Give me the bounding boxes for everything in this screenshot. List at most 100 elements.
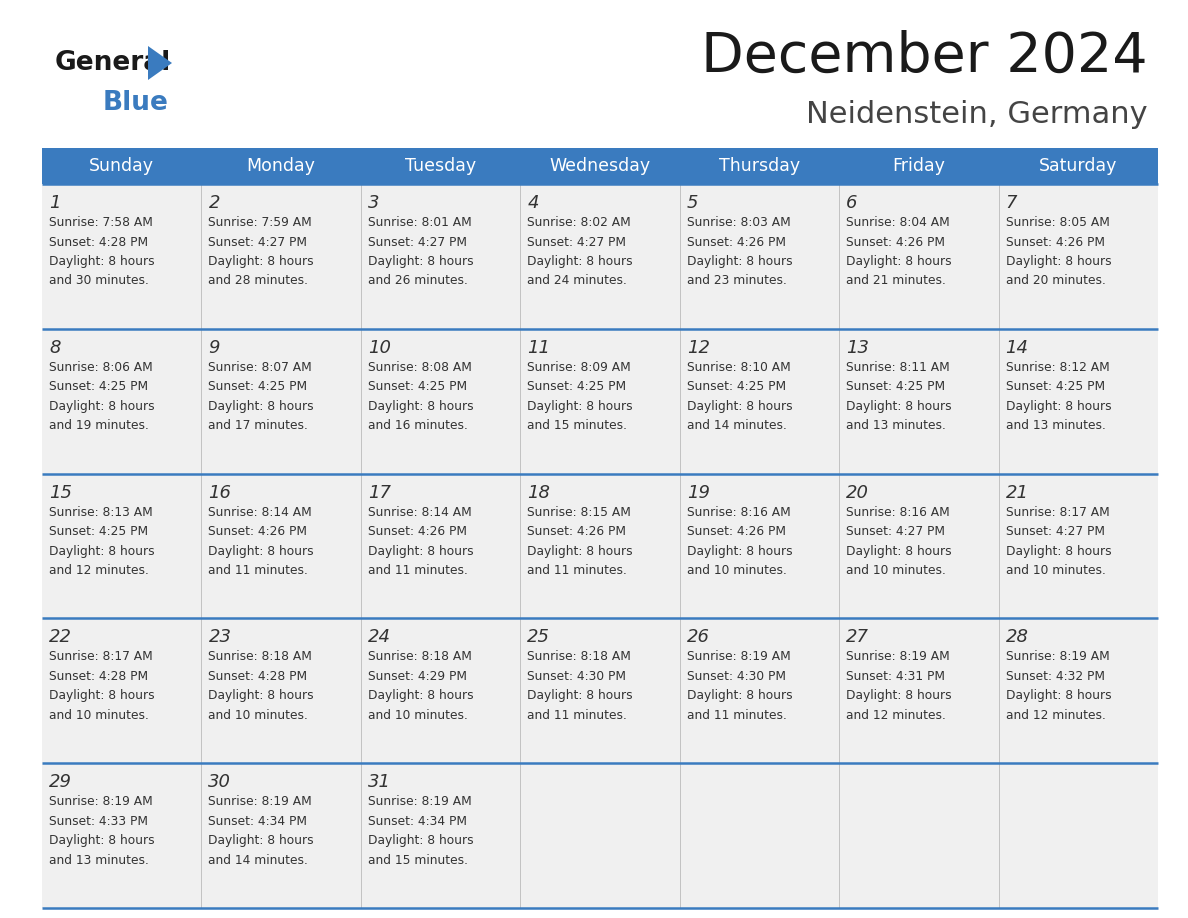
Text: Monday: Monday [247,157,316,175]
Text: Daylight: 8 hours: Daylight: 8 hours [368,834,474,847]
Text: Sunrise: 8:11 AM: Sunrise: 8:11 AM [846,361,950,374]
Text: and 21 minutes.: and 21 minutes. [846,274,946,287]
Text: 22: 22 [49,629,72,646]
Text: Daylight: 8 hours: Daylight: 8 hours [846,689,952,702]
Text: Thursday: Thursday [719,157,800,175]
Text: Sunset: 4:25 PM: Sunset: 4:25 PM [1005,380,1105,393]
Text: and 15 minutes.: and 15 minutes. [527,420,627,432]
Text: Sunset: 4:25 PM: Sunset: 4:25 PM [49,380,148,393]
Text: Sunset: 4:26 PM: Sunset: 4:26 PM [1005,236,1105,249]
Text: 3: 3 [368,194,379,212]
Text: Sunrise: 8:17 AM: Sunrise: 8:17 AM [49,650,153,664]
Text: Sunset: 4:29 PM: Sunset: 4:29 PM [368,670,467,683]
Text: Sunset: 4:26 PM: Sunset: 4:26 PM [208,525,308,538]
Bar [42,148,1158,184]
Text: and 26 minutes.: and 26 minutes. [368,274,468,287]
Text: Daylight: 8 hours: Daylight: 8 hours [1005,255,1111,268]
Text: Sunset: 4:31 PM: Sunset: 4:31 PM [846,670,946,683]
Text: and 13 minutes.: and 13 minutes. [49,854,148,867]
Text: 28: 28 [1005,629,1029,646]
Text: Sunset: 4:27 PM: Sunset: 4:27 PM [368,236,467,249]
Text: and 23 minutes.: and 23 minutes. [687,274,786,287]
Text: Sunrise: 8:19 AM: Sunrise: 8:19 AM [687,650,790,664]
Text: Daylight: 8 hours: Daylight: 8 hours [846,544,952,557]
Text: 5: 5 [687,194,699,212]
Text: 10: 10 [368,339,391,357]
Text: 1: 1 [49,194,61,212]
Text: Sunrise: 8:15 AM: Sunrise: 8:15 AM [527,506,631,519]
Text: Sunrise: 8:18 AM: Sunrise: 8:18 AM [208,650,312,664]
Text: Daylight: 8 hours: Daylight: 8 hours [49,400,154,413]
Text: Sunrise: 8:16 AM: Sunrise: 8:16 AM [687,506,790,519]
Text: Sunrise: 8:09 AM: Sunrise: 8:09 AM [527,361,631,374]
Text: Daylight: 8 hours: Daylight: 8 hours [208,544,314,557]
Text: Sunset: 4:25 PM: Sunset: 4:25 PM [527,380,626,393]
Text: Sunset: 4:25 PM: Sunset: 4:25 PM [49,525,148,538]
Text: Sunday: Sunday [89,157,154,175]
Text: and 28 minutes.: and 28 minutes. [208,274,309,287]
Text: 7: 7 [1005,194,1017,212]
Text: Friday: Friday [892,157,946,175]
Text: 11: 11 [527,339,550,357]
Text: Sunset: 4:33 PM: Sunset: 4:33 PM [49,814,148,828]
Text: and 10 minutes.: and 10 minutes. [687,564,786,577]
Text: Sunrise: 8:19 AM: Sunrise: 8:19 AM [846,650,950,664]
Text: Sunset: 4:32 PM: Sunset: 4:32 PM [1005,670,1105,683]
Text: Daylight: 8 hours: Daylight: 8 hours [1005,544,1111,557]
Text: Sunset: 4:26 PM: Sunset: 4:26 PM [687,236,785,249]
Text: and 20 minutes.: and 20 minutes. [1005,274,1106,287]
Text: Daylight: 8 hours: Daylight: 8 hours [368,689,474,702]
Text: and 13 minutes.: and 13 minutes. [1005,420,1106,432]
Text: Daylight: 8 hours: Daylight: 8 hours [527,689,633,702]
Text: and 24 minutes.: and 24 minutes. [527,274,627,287]
Text: 25: 25 [527,629,550,646]
Text: 9: 9 [208,339,220,357]
Text: Sunrise: 7:59 AM: Sunrise: 7:59 AM [208,216,312,229]
Text: and 11 minutes.: and 11 minutes. [527,709,627,722]
Text: Sunrise: 8:10 AM: Sunrise: 8:10 AM [687,361,790,374]
Text: Sunrise: 8:19 AM: Sunrise: 8:19 AM [49,795,153,808]
Text: Sunrise: 8:01 AM: Sunrise: 8:01 AM [368,216,472,229]
Text: Sunset: 4:25 PM: Sunset: 4:25 PM [687,380,785,393]
Text: Sunrise: 8:08 AM: Sunrise: 8:08 AM [368,361,472,374]
Text: and 14 minutes.: and 14 minutes. [687,420,786,432]
Text: and 16 minutes.: and 16 minutes. [368,420,468,432]
Text: Sunrise: 8:19 AM: Sunrise: 8:19 AM [368,795,472,808]
Text: 30: 30 [208,773,232,791]
Text: and 19 minutes.: and 19 minutes. [49,420,148,432]
Text: and 11 minutes.: and 11 minutes. [527,564,627,577]
Text: and 14 minutes.: and 14 minutes. [208,854,309,867]
Text: Sunrise: 8:06 AM: Sunrise: 8:06 AM [49,361,153,374]
Text: 8: 8 [49,339,61,357]
Text: Neidenstein, Germany: Neidenstein, Germany [807,100,1148,129]
Text: Sunset: 4:26 PM: Sunset: 4:26 PM [368,525,467,538]
Text: Sunset: 4:34 PM: Sunset: 4:34 PM [208,814,308,828]
Text: Daylight: 8 hours: Daylight: 8 hours [208,255,314,268]
Text: Sunrise: 8:14 AM: Sunrise: 8:14 AM [368,506,472,519]
Text: and 10 minutes.: and 10 minutes. [368,709,468,722]
Text: Sunset: 4:27 PM: Sunset: 4:27 PM [208,236,308,249]
Text: Sunset: 4:27 PM: Sunset: 4:27 PM [527,236,626,249]
Text: Sunset: 4:26 PM: Sunset: 4:26 PM [687,525,785,538]
Text: Sunrise: 8:14 AM: Sunrise: 8:14 AM [208,506,312,519]
Bar [42,474,1158,619]
Text: Daylight: 8 hours: Daylight: 8 hours [846,400,952,413]
Text: Sunset: 4:30 PM: Sunset: 4:30 PM [687,670,785,683]
Text: December 2024: December 2024 [701,30,1148,84]
Text: 18: 18 [527,484,550,501]
Text: Daylight: 8 hours: Daylight: 8 hours [368,400,474,413]
Text: 2: 2 [208,194,220,212]
Bar [42,619,1158,763]
Text: Sunrise: 8:13 AM: Sunrise: 8:13 AM [49,506,153,519]
Text: Sunset: 4:28 PM: Sunset: 4:28 PM [208,670,308,683]
Text: Sunrise: 8:12 AM: Sunrise: 8:12 AM [1005,361,1110,374]
Text: Sunrise: 8:07 AM: Sunrise: 8:07 AM [208,361,312,374]
Text: Sunset: 4:26 PM: Sunset: 4:26 PM [527,525,626,538]
Text: Sunset: 4:25 PM: Sunset: 4:25 PM [846,380,946,393]
Text: Sunset: 4:27 PM: Sunset: 4:27 PM [1005,525,1105,538]
Text: 26: 26 [687,629,709,646]
Text: Daylight: 8 hours: Daylight: 8 hours [527,544,633,557]
Text: 24: 24 [368,629,391,646]
Text: Sunset: 4:25 PM: Sunset: 4:25 PM [368,380,467,393]
Text: Sunrise: 8:05 AM: Sunrise: 8:05 AM [1005,216,1110,229]
